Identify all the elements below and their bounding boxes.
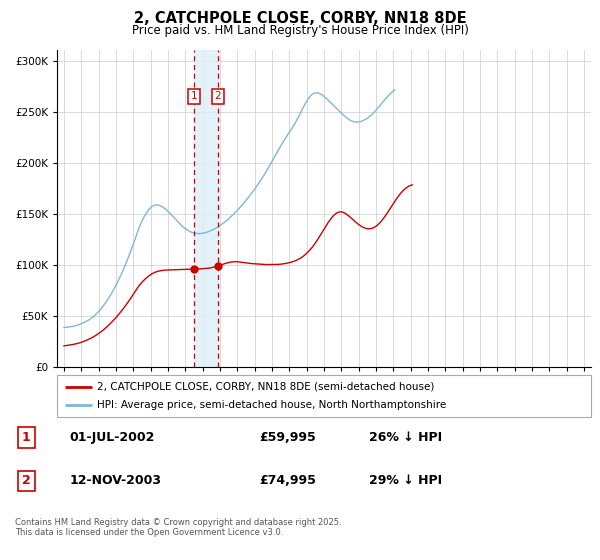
Text: £59,995: £59,995 — [260, 431, 316, 444]
Text: 2: 2 — [22, 474, 31, 487]
Text: 12-NOV-2003: 12-NOV-2003 — [70, 474, 161, 487]
Text: HPI: Average price, semi-detached house, North Northamptonshire: HPI: Average price, semi-detached house,… — [97, 400, 446, 410]
Text: 2, CATCHPOLE CLOSE, CORBY, NN18 8DE (semi-detached house): 2, CATCHPOLE CLOSE, CORBY, NN18 8DE (sem… — [97, 382, 434, 392]
Text: 26% ↓ HPI: 26% ↓ HPI — [369, 431, 442, 444]
Text: 1: 1 — [22, 431, 31, 444]
Text: £74,995: £74,995 — [260, 474, 317, 487]
Bar — [194, 50, 218, 367]
Text: 2, CATCHPOLE CLOSE, CORBY, NN18 8DE: 2, CATCHPOLE CLOSE, CORBY, NN18 8DE — [134, 11, 466, 26]
Text: 29% ↓ HPI: 29% ↓ HPI — [369, 474, 442, 487]
Text: 2: 2 — [214, 91, 221, 101]
Text: Contains HM Land Registry data © Crown copyright and database right 2025.
This d: Contains HM Land Registry data © Crown c… — [15, 518, 341, 538]
Text: Price paid vs. HM Land Registry's House Price Index (HPI): Price paid vs. HM Land Registry's House … — [131, 24, 469, 36]
Text: 01-JUL-2002: 01-JUL-2002 — [70, 431, 155, 444]
Text: 1: 1 — [191, 91, 197, 101]
